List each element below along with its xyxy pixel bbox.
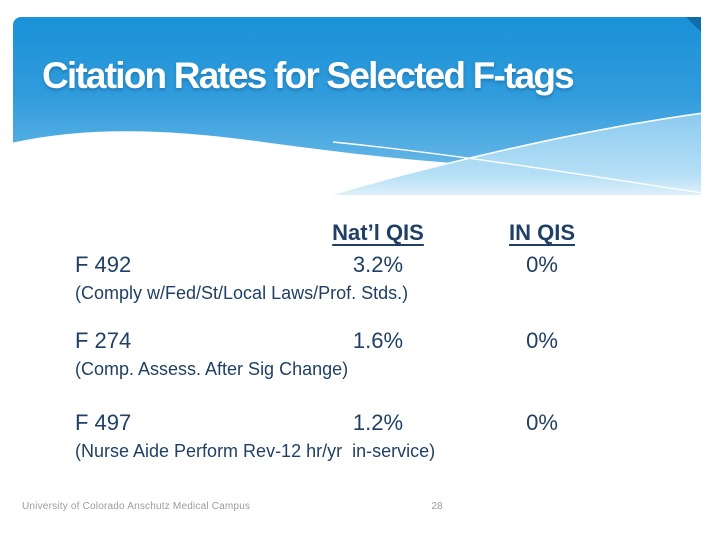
ftag-description: (Nurse Aide Perform Rev-12 hr/yr in-serv…	[75, 441, 436, 461]
in-qis-value: 0%	[526, 328, 558, 353]
wave-line-falling	[332, 141, 701, 194]
in-qis-value: 0%	[526, 410, 558, 435]
wave-lightblue-shape	[329, 113, 701, 195]
slide-number: 28	[431, 501, 443, 512]
ftag-description: (Comply w/Fed/St/Local Laws/Prof. Stds.)	[75, 283, 409, 303]
corner-fold-icon	[686, 17, 701, 32]
in-qis-value: 0%	[526, 252, 558, 277]
ftag-description: (Comp. Assess. After Sig Change)	[75, 359, 349, 379]
wave-line-rising	[327, 112, 701, 195]
ftag-label: F 492	[75, 252, 132, 277]
column-header-natl-qis: Nat’l QIS	[332, 220, 424, 245]
slide-title: Citation Rates for Selected F-tags	[42, 55, 575, 96]
footer-institution: University of Colorado Anschutz Medical …	[22, 501, 251, 512]
ftag-label: F 497	[75, 410, 132, 435]
natl-qis-value: 1.6%	[352, 328, 404, 353]
natl-qis-value: 1.2%	[352, 410, 404, 435]
ftag-label: F 274	[75, 328, 132, 353]
wave-header-graphic	[13, 17, 701, 195]
column-header-in-qis: IN QIS	[508, 220, 575, 245]
natl-qis-value: 3.2%	[352, 252, 404, 277]
